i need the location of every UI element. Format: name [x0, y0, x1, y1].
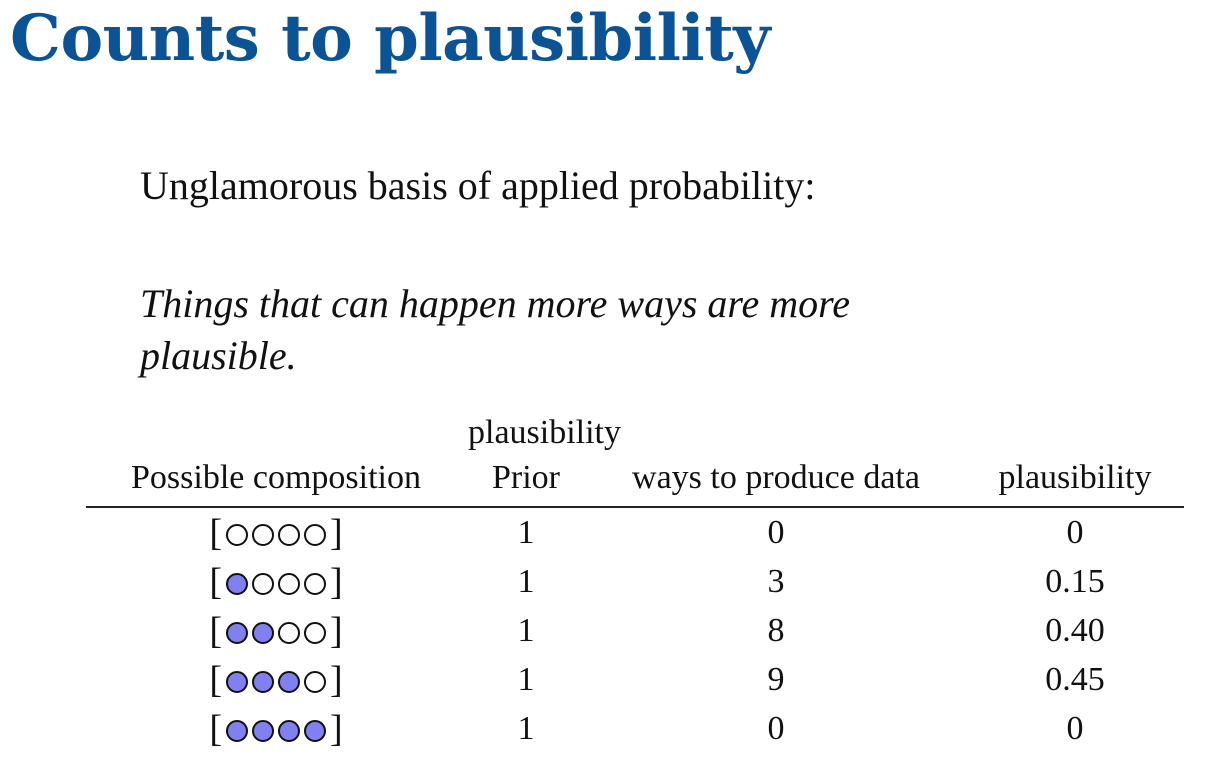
column-header-plausibility: plausibility	[966, 452, 1184, 508]
group-header-spacer	[86, 414, 466, 452]
right-bracket: ]	[330, 708, 343, 751]
blue-marble-icon	[226, 622, 248, 645]
blue-marble-icon	[252, 720, 274, 743]
group-header-row: plausibility	[86, 414, 1184, 452]
column-header-row: Possible composition Prior ways to produ…	[86, 452, 1184, 508]
left-bracket: [	[209, 512, 222, 555]
blue-marble-icon	[226, 720, 248, 743]
group-header-spacer-right	[966, 414, 1184, 452]
group-header-plausibility: plausibility	[468, 414, 621, 451]
column-header-ways: ways to produce data	[586, 452, 966, 508]
composition-cell: []	[86, 655, 466, 704]
marble-composition: []	[209, 610, 343, 653]
left-bracket: [	[209, 561, 222, 604]
left-bracket: [	[209, 708, 222, 751]
ways-cell: 0	[767, 710, 785, 747]
ways-cell: 8	[767, 612, 785, 649]
marble-composition: []	[209, 561, 343, 604]
prior-cell: 1	[517, 514, 535, 551]
blue-marble-icon	[278, 720, 300, 743]
white-marble-icon	[278, 524, 300, 547]
ways-cell: 3	[767, 563, 785, 600]
blue-marble-icon	[226, 671, 248, 694]
right-bracket: ]	[330, 610, 343, 653]
white-marble-icon	[252, 573, 274, 596]
prior-cell: 1	[517, 661, 535, 698]
right-bracket: ]	[330, 561, 343, 604]
white-marble-icon	[252, 524, 274, 547]
white-marble-icon	[278, 622, 300, 645]
white-marble-icon	[304, 671, 326, 694]
column-header-composition: Possible composition	[86, 452, 466, 508]
table-row: [] 1 0 0	[86, 507, 1184, 557]
composition-cell: []	[86, 507, 466, 557]
white-marble-icon	[304, 573, 326, 596]
prior-cell: 1	[517, 563, 535, 600]
marble-composition: []	[209, 659, 343, 702]
plausibility-cell: 0.40	[1045, 612, 1105, 649]
table-row: [] 1 0 0	[86, 704, 1184, 753]
composition-cell: []	[86, 704, 466, 753]
white-marble-icon	[226, 524, 248, 547]
right-bracket: ]	[330, 659, 343, 702]
blue-marble-icon	[252, 622, 274, 645]
table-row: [] 1 8 0.40	[86, 606, 1184, 655]
plausibility-cell: 0	[1066, 514, 1084, 551]
table-row: [] 1 9 0.45	[86, 655, 1184, 704]
blue-marble-icon	[278, 671, 300, 694]
blue-marble-icon	[226, 573, 248, 596]
plausibility-table-container: plausibility Possible composition Prior …	[86, 414, 1184, 753]
column-header-prior: Prior	[466, 452, 586, 508]
composition-cell: []	[86, 606, 466, 655]
table-row: [] 1 3 0.15	[86, 557, 1184, 606]
plausibility-cell: 0.45	[1045, 661, 1105, 698]
right-bracket: ]	[330, 512, 343, 555]
prior-cell: 1	[517, 612, 535, 649]
blue-marble-icon	[304, 720, 326, 743]
maxim-text: Things that can happen more ways are mor…	[140, 281, 850, 378]
plausibility-cell: 0	[1066, 710, 1084, 747]
intro-text: Unglamorous basis of applied probability…	[140, 163, 816, 208]
marble-composition: []	[209, 708, 343, 751]
composition-cell: []	[86, 557, 466, 606]
prior-cell: 1	[517, 710, 535, 747]
marble-composition: []	[209, 512, 343, 555]
ways-cell: 0	[767, 514, 785, 551]
plausibility-table: plausibility Possible composition Prior …	[86, 414, 1184, 753]
white-marble-icon	[304, 622, 326, 645]
table-body: [] 1 0 0 [] 1 3 0.15 [] 1 8 0.40 [] 1 9 0.45 [] 1 0 0	[86, 507, 1184, 753]
white-marble-icon	[278, 573, 300, 596]
page-title: Counts to plausibility	[10, 1, 770, 76]
plausibility-cell: 0.15	[1045, 563, 1105, 600]
left-bracket: [	[209, 659, 222, 702]
left-bracket: [	[209, 610, 222, 653]
blue-marble-icon	[252, 671, 274, 694]
ways-cell: 9	[767, 661, 785, 698]
white-marble-icon	[304, 524, 326, 547]
